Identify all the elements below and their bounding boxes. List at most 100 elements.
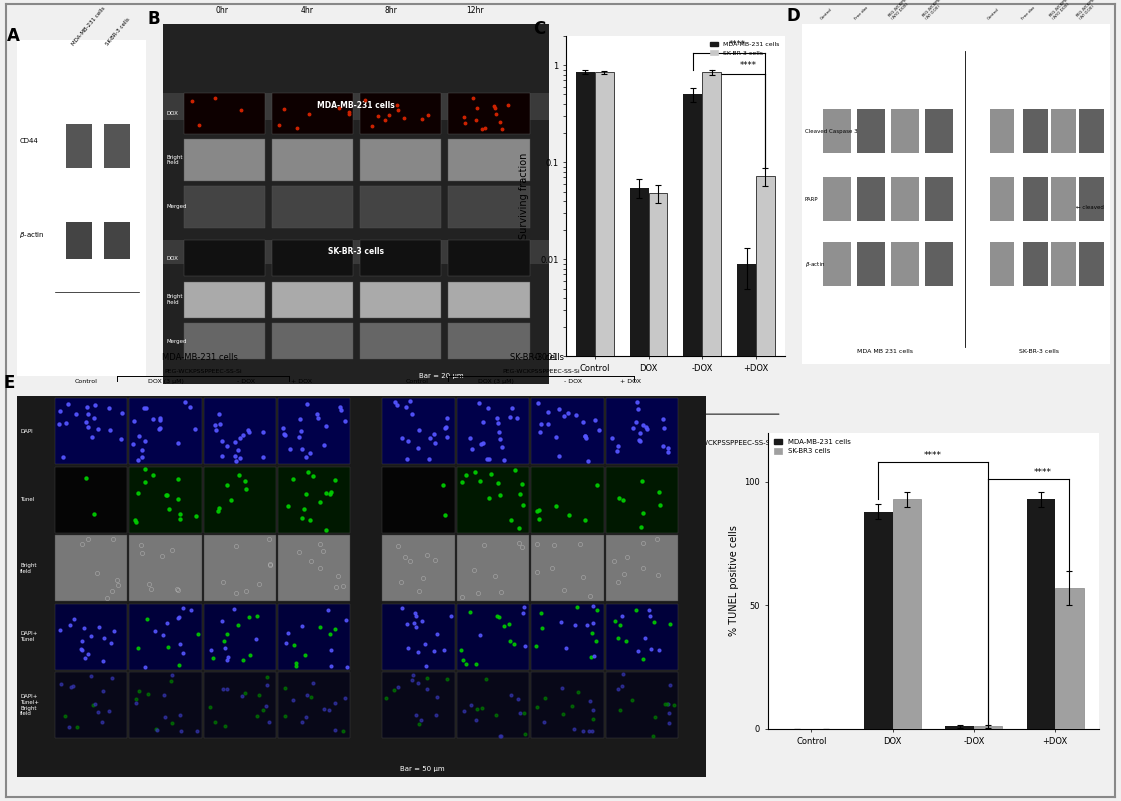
- Bar: [531, 398, 603, 465]
- Text: Free dox: Free dox: [1020, 6, 1036, 21]
- Bar: [104, 222, 130, 259]
- Bar: [738, 264, 756, 801]
- Bar: [925, 177, 953, 221]
- Bar: [66, 222, 92, 259]
- Bar: [382, 535, 455, 602]
- Y-axis label: Surviving fraction: Surviving fraction: [519, 153, 529, 239]
- Bar: [974, 727, 1002, 729]
- Bar: [360, 139, 442, 181]
- Bar: [605, 398, 678, 465]
- Text: MDA-MB-231 cells: MDA-MB-231 cells: [161, 353, 238, 362]
- Bar: [448, 92, 529, 134]
- Text: 12hr: 12hr: [466, 6, 484, 15]
- Bar: [272, 282, 353, 318]
- Bar: [823, 242, 851, 286]
- Text: MDA-MB-231 cells: MDA-MB-231 cells: [317, 102, 395, 111]
- Text: Merged: Merged: [166, 204, 187, 209]
- Bar: [605, 672, 678, 739]
- Bar: [990, 109, 1015, 153]
- Text: 0hr: 0hr: [216, 6, 229, 15]
- Text: CD44: CD44: [19, 138, 38, 144]
- Text: MDA-MB-231 cells: MDA-MB-231 cells: [71, 6, 106, 46]
- Text: + DOX: + DOX: [291, 380, 312, 384]
- Text: Tunel: Tunel: [20, 497, 35, 502]
- Bar: [129, 398, 202, 465]
- Bar: [945, 727, 974, 729]
- Bar: [129, 535, 202, 602]
- Text: PEG-WCKPSSPPEEC-SS-Si: PEG-WCKPSSPPEEC-SS-Si: [164, 369, 242, 374]
- Bar: [272, 240, 353, 276]
- Text: Merged: Merged: [166, 339, 187, 344]
- Bar: [204, 467, 276, 533]
- Bar: [55, 535, 127, 602]
- Text: - DOX: - DOX: [238, 380, 256, 384]
- Bar: [702, 72, 721, 801]
- Bar: [272, 323, 353, 359]
- Bar: [184, 139, 265, 181]
- Text: PARP: PARP: [805, 197, 818, 202]
- Bar: [1051, 177, 1076, 221]
- Bar: [204, 398, 276, 465]
- Bar: [129, 604, 202, 670]
- Bar: [204, 535, 276, 602]
- Bar: [892, 499, 921, 729]
- Bar: [272, 186, 353, 227]
- Bar: [1023, 242, 1048, 286]
- Text: Control: Control: [821, 7, 833, 21]
- Bar: [184, 186, 265, 227]
- Text: ****: ****: [924, 451, 943, 460]
- Bar: [1051, 109, 1076, 153]
- Bar: [990, 242, 1015, 286]
- Text: DAPI+
Tunel+
Bright
field: DAPI+ Tunel+ Bright field: [20, 694, 39, 716]
- Bar: [605, 535, 678, 602]
- Bar: [184, 240, 265, 276]
- Bar: [272, 139, 353, 181]
- Bar: [448, 139, 529, 181]
- Bar: [163, 93, 549, 119]
- Text: PEG-WCKPSSPPEEC-SS-Si: PEG-WCKPSSPPEEC-SS-Si: [502, 369, 580, 374]
- Bar: [891, 177, 919, 221]
- Text: 4hr: 4hr: [300, 6, 313, 15]
- Bar: [891, 109, 919, 153]
- Bar: [360, 186, 442, 227]
- Bar: [823, 177, 851, 221]
- Bar: [1023, 109, 1048, 153]
- Bar: [891, 242, 919, 286]
- Bar: [531, 535, 603, 602]
- Text: PEG-WCKPSSPPEEC-SS-Si
(W/O DOX): PEG-WCKPSSPPEEC-SS-Si (W/O DOX): [1048, 0, 1091, 21]
- Bar: [595, 72, 613, 801]
- Text: C: C: [534, 20, 546, 38]
- Text: MDA MB 231 cells: MDA MB 231 cells: [856, 349, 912, 354]
- Text: DOX (3 μM): DOX (3 μM): [478, 380, 513, 384]
- Bar: [129, 467, 202, 533]
- Text: Bright
field: Bright field: [20, 563, 37, 574]
- Text: PEG-WCKPSSPPEEC-SS-Si
(W/ DOX): PEG-WCKPSSPPEEC-SS-Si (W/ DOX): [1076, 0, 1119, 21]
- Text: DAPI+
Tunel: DAPI+ Tunel: [20, 631, 38, 642]
- Bar: [925, 242, 953, 286]
- Bar: [278, 672, 351, 739]
- Bar: [278, 535, 351, 602]
- Bar: [382, 467, 455, 533]
- Bar: [576, 72, 595, 801]
- Bar: [858, 242, 884, 286]
- Bar: [184, 92, 265, 134]
- Bar: [456, 604, 529, 670]
- Text: E: E: [3, 373, 15, 392]
- Text: + DOX: + DOX: [620, 380, 641, 384]
- Text: A: A: [7, 26, 19, 45]
- Bar: [278, 604, 351, 670]
- Bar: [649, 193, 667, 801]
- Text: B: B: [147, 10, 159, 27]
- Text: ****: ****: [1034, 468, 1051, 477]
- Text: SK-BR-3 cells: SK-BR-3 cells: [328, 248, 383, 256]
- Text: - DOX: - DOX: [564, 380, 582, 384]
- Bar: [204, 672, 276, 739]
- Bar: [990, 177, 1015, 221]
- Bar: [456, 535, 529, 602]
- Bar: [382, 604, 455, 670]
- Bar: [448, 186, 529, 227]
- Bar: [531, 672, 603, 739]
- Bar: [55, 398, 127, 465]
- Bar: [448, 282, 529, 318]
- Bar: [360, 240, 442, 276]
